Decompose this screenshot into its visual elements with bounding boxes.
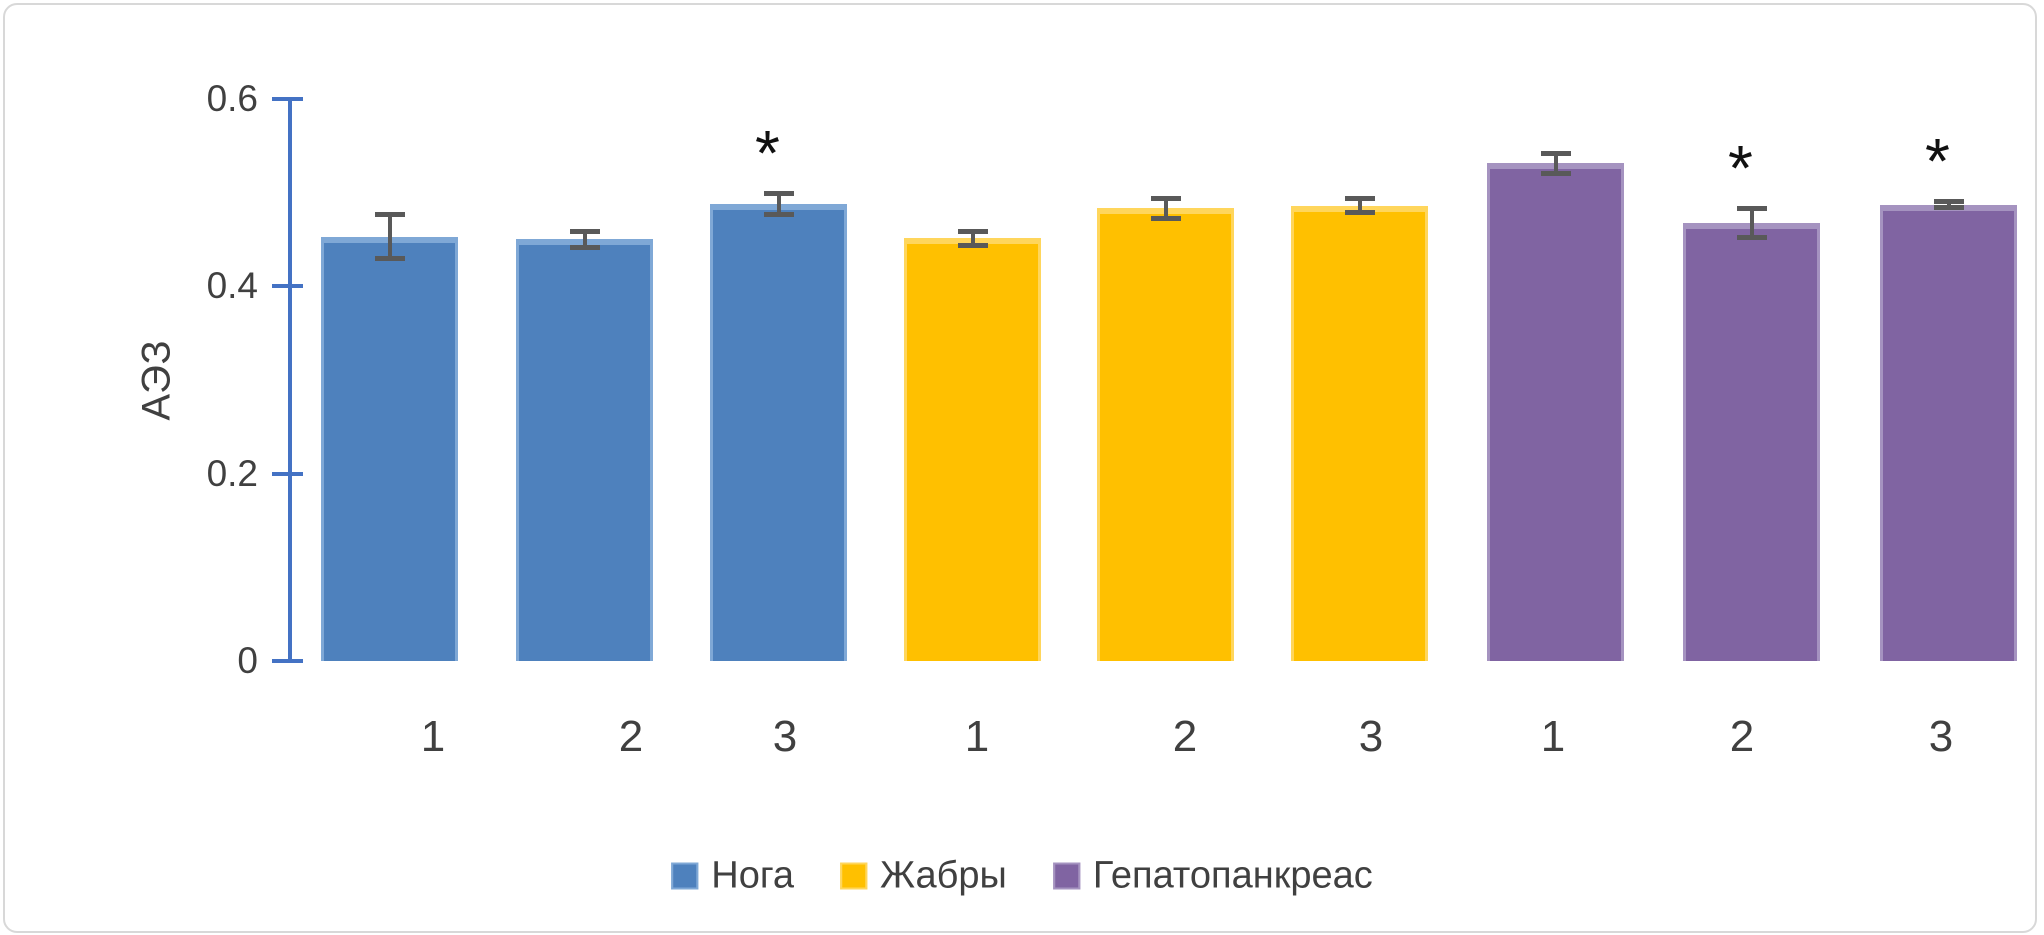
error-bar <box>1553 153 1558 174</box>
error-bar-top-cap <box>763 190 794 196</box>
error-bar-bottom-cap <box>1736 235 1767 241</box>
y-axis-line <box>288 97 292 663</box>
bar-Гепатопанкреас-1 <box>1487 163 1624 661</box>
x-tick-label: 2 <box>1729 712 1755 761</box>
x-tick-label: 2 <box>618 712 644 761</box>
bar-Жабры-3 <box>1291 205 1428 661</box>
x-tick-label: 3 <box>1358 712 1384 761</box>
bar-Гепатопанкреас-3 <box>1880 204 2017 661</box>
error-bar-bottom-cap <box>763 211 794 217</box>
x-tick-label: 3 <box>772 712 798 761</box>
legend-item-Гепатопанкреас: Гепатопанкреас <box>1052 854 1373 898</box>
error-bar-top-cap <box>569 228 600 234</box>
bar-Жабры-2 <box>1097 208 1234 661</box>
error-bar-bottom-cap <box>1933 205 1964 211</box>
error-bar-top-cap <box>1344 196 1375 202</box>
legend-item-Нога: Нога <box>671 855 794 898</box>
error-bar <box>970 230 975 246</box>
error-bar <box>1946 200 1951 209</box>
legend-item-Жабры: Жабры <box>840 855 1007 898</box>
error-bar-bottom-cap <box>569 244 600 250</box>
y-axis-title: АЭЗ <box>134 339 179 421</box>
legend-swatch <box>1052 862 1080 890</box>
x-tick-label: 1 <box>1540 712 1566 761</box>
legend-label: Нога <box>711 854 794 897</box>
legend-swatch <box>671 862 699 890</box>
bar-Нога-1 <box>321 236 458 661</box>
legend-label: Жабры <box>880 854 1007 897</box>
error-bar-bottom-cap <box>1150 215 1181 221</box>
y-tick-label: 0.6 <box>206 77 258 119</box>
error-bar-bottom-cap <box>957 242 988 248</box>
legend: Нога Жабры Гепатопанкреас <box>671 855 1373 898</box>
x-tick-label: 3 <box>1928 712 1954 761</box>
legend-label: Гепатопанкреас <box>1092 854 1373 897</box>
bar-Гепатопанкреас-2 <box>1683 223 1820 661</box>
legend-swatch <box>840 862 867 890</box>
error-bar <box>387 214 392 260</box>
y-tick-label: 0.2 <box>206 452 258 494</box>
error-bar <box>776 192 781 215</box>
error-bar-bottom-cap <box>1540 170 1571 176</box>
error-bar-top-cap <box>1540 151 1571 157</box>
y-axis-tick <box>272 96 303 101</box>
x-tick-label: 2 <box>1172 712 1198 761</box>
error-bar <box>582 230 587 248</box>
error-bar <box>1357 198 1362 214</box>
error-bar-top-cap <box>1150 196 1181 202</box>
error-bar <box>1749 208 1754 239</box>
bar-Нога-3 <box>710 203 847 661</box>
error-bar <box>1163 198 1168 219</box>
error-bar-top-cap <box>1736 206 1767 212</box>
bar-Нога-2 <box>516 239 653 661</box>
y-axis-tick <box>272 284 303 289</box>
y-axis-tick <box>272 471 303 476</box>
error-bar-top-cap <box>957 228 988 234</box>
y-tick-label: 0.4 <box>206 265 258 307</box>
y-axis-tick <box>272 659 303 663</box>
bar-Жабры-1 <box>904 238 1041 661</box>
error-bar-top-cap <box>1933 198 1964 204</box>
error-bar-top-cap <box>374 212 405 218</box>
y-tick-label: 0 <box>237 640 258 681</box>
x-tick-label: 1 <box>420 712 446 761</box>
x-tick-label: 1 <box>964 712 990 761</box>
error-bar-bottom-cap <box>1344 210 1375 216</box>
error-bar-bottom-cap <box>374 256 405 262</box>
